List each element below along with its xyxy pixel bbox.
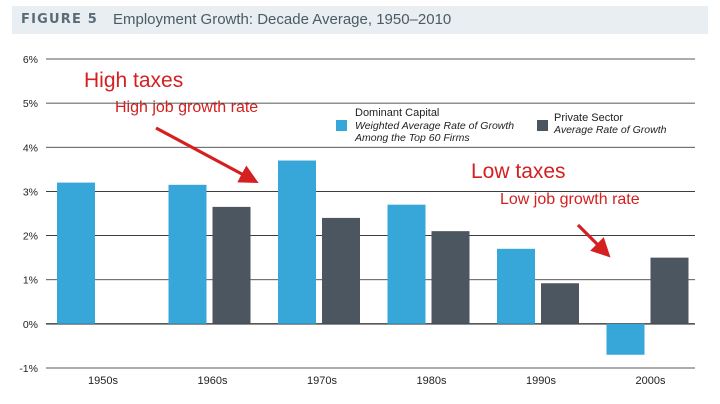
bar-dominant-capital-1960s	[168, 184, 207, 324]
bar-private-sector-1980s	[431, 231, 470, 324]
bar-private-sector-1990s	[541, 283, 579, 324]
y-tick-label: -1%	[19, 363, 38, 375]
bar-dominant-capital-1950s	[57, 182, 95, 324]
legend-label-dominant-capital: Dominant Capital	[355, 107, 440, 119]
bar-dominant-capital-2000s	[606, 323, 645, 355]
bar-private-sector-1970s	[322, 217, 360, 324]
annotation-low-taxes: Low taxes	[471, 160, 566, 183]
bar-dominant-capital-1970s	[278, 160, 316, 324]
x-tick-label: 1950s	[88, 375, 118, 387]
bar-private-sector-1960s	[212, 206, 251, 324]
legend-label-private-sector: Private Sector	[554, 112, 624, 124]
y-tick-label: 1%	[23, 275, 38, 287]
annotation-low-growth: Low job growth rate	[500, 191, 640, 208]
y-tick-label: 5%	[23, 98, 38, 110]
y-tick-label: 3%	[23, 186, 38, 198]
legend-desc-private-sector: Average Rate of Growth	[554, 124, 667, 136]
annotation-arrow-low	[576, 223, 611, 258]
x-tick-label: 1970s	[307, 375, 337, 387]
x-tick-label: 1980s	[417, 375, 447, 387]
x-tick-label: 1960s	[198, 375, 228, 387]
legend-desc-dominant-capital: Weighted Average Rate of Growth	[355, 120, 515, 132]
legend-desc2-dominant-capital: Among the Top 60 Firms	[355, 132, 470, 144]
x-tick-label: 2000s	[636, 375, 666, 387]
y-tick-label: 2%	[23, 231, 38, 243]
bar-private-sector-2000s	[650, 257, 689, 324]
annotation-arrow-high	[155, 126, 259, 184]
chart-title: Employment Growth: Decade Average, 1950–…	[113, 11, 452, 28]
figure-label: FIGURE 5	[21, 12, 99, 27]
legend-swatch-private-sector	[537, 120, 548, 131]
figure-header: FIGURE 5 Employment Growth: Decade Avera…	[12, 6, 708, 34]
legend-swatch-dominant-capital	[336, 120, 347, 131]
annotation-high-growth: High job growth rate	[115, 99, 259, 116]
annotation-high-taxes: High taxes	[84, 69, 184, 92]
x-tick-label: 1990s	[526, 375, 556, 387]
bar-dominant-capital-1980s	[387, 204, 426, 324]
y-tick-label: 0%	[23, 319, 38, 331]
bar-dominant-capital-1990s	[497, 248, 535, 324]
y-tick-label: 6%	[23, 54, 38, 66]
y-tick-label: 4%	[23, 142, 38, 154]
